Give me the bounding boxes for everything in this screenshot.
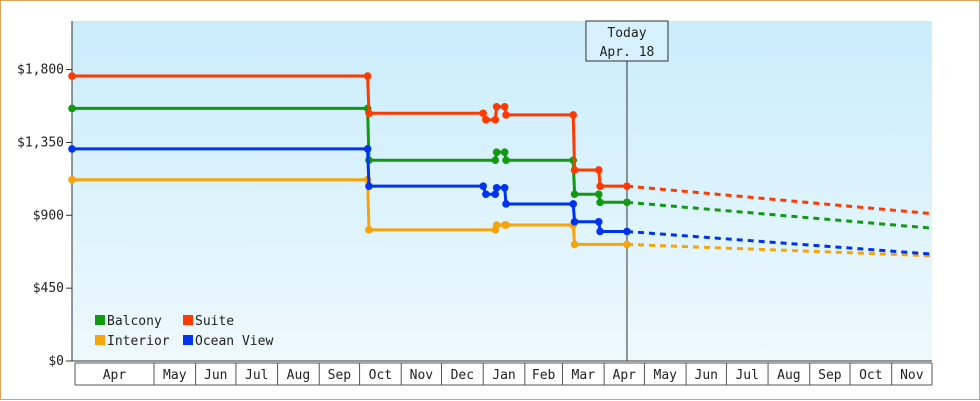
series-line-suite	[72, 74, 627, 188]
legend-swatch-interior	[95, 335, 105, 345]
y-tick-label: $900	[33, 208, 64, 223]
data-point-balcony	[491, 156, 500, 165]
data-point-ocean-view	[68, 145, 76, 153]
data-point-suite	[363, 72, 372, 80]
x-tick-label: Apr	[103, 368, 127, 383]
data-point-balcony	[570, 190, 579, 199]
series-line-ocean-view	[72, 147, 627, 233]
today-label: Today	[607, 26, 646, 41]
series-line-interior	[72, 178, 627, 246]
data-point-interior	[502, 221, 510, 229]
x-tick-label: Mar	[572, 368, 596, 383]
x-tick-label: Nov	[410, 368, 434, 383]
x-tick-label: Nov	[900, 368, 924, 383]
data-point-suite	[500, 103, 509, 111]
data-point-balcony	[596, 198, 604, 207]
data-point-interior	[623, 240, 631, 249]
data-point-suite	[68, 72, 76, 80]
data-point-suite	[623, 182, 631, 190]
data-point-ocean-view	[570, 217, 579, 226]
data-point-balcony	[492, 148, 501, 156]
data-point-suite	[569, 111, 578, 119]
x-tick-label: May	[163, 368, 187, 383]
series-forecast-interior	[626, 242, 933, 258]
data-point-ocean-view	[569, 200, 578, 208]
x-tick-label: Aug	[777, 368, 800, 383]
data-point-suite	[570, 166, 579, 174]
legend-label-ocean-view: Ocean View	[195, 334, 273, 349]
x-tick-label: Apr	[613, 368, 637, 383]
y-tick-label: $450	[33, 281, 64, 296]
data-point-ocean-view	[491, 190, 500, 199]
x-tick-label: Dec	[451, 368, 474, 383]
plot-area	[72, 21, 932, 361]
data-point-interior	[68, 175, 76, 184]
x-tick-label: May	[654, 368, 678, 383]
legend-swatch-balcony	[95, 315, 105, 325]
x-tick-label: Sep	[818, 368, 842, 383]
data-point-ocean-view	[502, 200, 510, 208]
data-point-balcony	[68, 104, 76, 113]
legend-swatch-ocean-view	[183, 335, 193, 345]
x-tick-label: Jun	[695, 368, 718, 383]
y-tick-label: $1,800	[17, 63, 64, 78]
x-tick-label: Sep	[328, 368, 352, 383]
data-point-suite	[479, 109, 487, 118]
data-point-suite	[365, 109, 373, 118]
data-point-suite	[596, 182, 604, 190]
data-point-suite	[502, 111, 510, 119]
x-tick-label: Jan	[492, 368, 515, 383]
today-date-label: Apr. 18	[600, 45, 655, 60]
data-point-suite	[491, 115, 500, 124]
data-point-suite	[482, 115, 490, 124]
x-tick-label: Jun	[204, 368, 227, 383]
data-point-interior	[570, 240, 579, 249]
data-point-ocean-view	[363, 145, 372, 153]
data-point-balcony	[594, 190, 603, 199]
data-point-ocean-view	[596, 227, 604, 236]
legend-swatch-suite	[183, 315, 193, 325]
data-point-interior	[365, 226, 373, 234]
legend-label-balcony: Balcony	[107, 314, 162, 329]
data-point-ocean-view	[623, 227, 631, 236]
legend-label-interior: Interior	[107, 334, 170, 349]
data-point-ocean-view	[594, 217, 603, 226]
series-forecast-suite	[626, 184, 933, 216]
series-forecast-balcony	[626, 200, 933, 230]
y-tick-label: $1,350	[17, 135, 64, 150]
x-tick-label: Oct	[859, 368, 882, 383]
data-point-suite	[492, 103, 501, 111]
y-tick-label: $0	[48, 354, 64, 369]
legend-label-suite: Suite	[195, 314, 234, 329]
data-point-ocean-view	[500, 183, 509, 192]
series-forecast-ocean-view	[626, 230, 933, 256]
data-point-interior	[492, 221, 501, 229]
data-point-ocean-view	[482, 190, 490, 199]
data-point-ocean-view	[365, 182, 373, 190]
x-tick-label: Feb	[532, 368, 556, 383]
x-tick-label: Jul	[245, 368, 268, 383]
today-label-box	[585, 20, 669, 62]
data-point-balcony	[623, 198, 631, 207]
x-tick-label: Jul	[735, 368, 758, 383]
data-point-ocean-view	[492, 183, 501, 192]
x-tick-label: Aug	[287, 368, 310, 383]
data-point-balcony	[502, 156, 510, 165]
data-point-suite	[594, 166, 603, 174]
data-point-ocean-view	[479, 182, 487, 190]
data-point-balcony	[500, 148, 509, 156]
x-tick-label: Oct	[369, 368, 392, 383]
